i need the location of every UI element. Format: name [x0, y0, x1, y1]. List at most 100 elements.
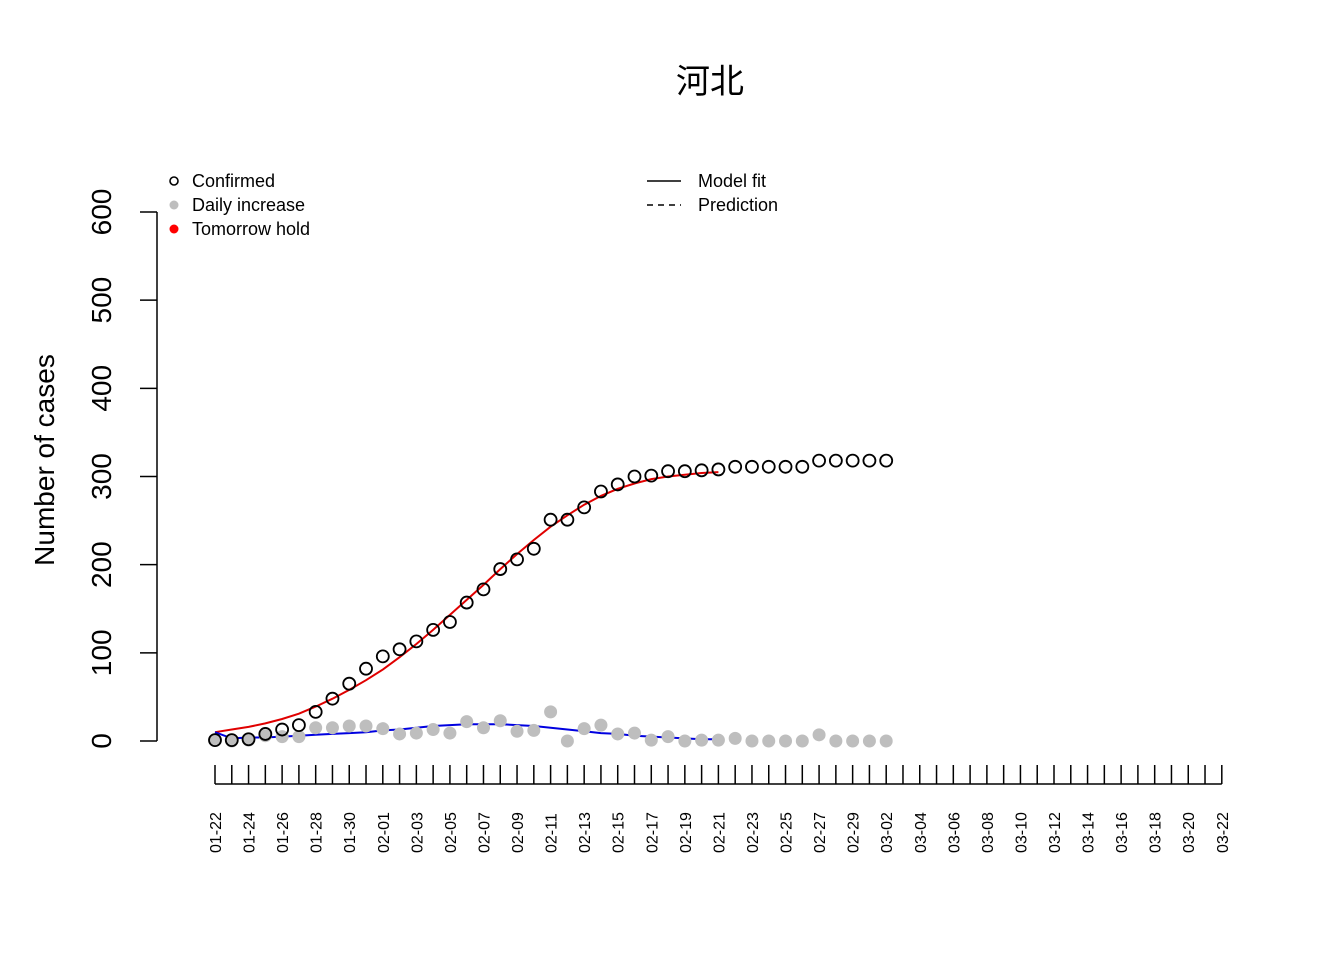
confirmed-point: [627, 469, 642, 484]
confirmed-point: [711, 462, 726, 477]
daily-increase-points: [208, 705, 893, 748]
y-axis: 0 100 200 300 400 500 600: [86, 189, 158, 749]
x-tick-label: 01-26: [275, 812, 292, 853]
daily-increase-point: [560, 734, 574, 748]
x-tick-label: 02-19: [678, 812, 695, 853]
y-tick-label: 500: [86, 277, 117, 324]
confirmed-point: [577, 500, 592, 515]
x-tick-label: 02-25: [779, 812, 796, 853]
y-axis-label: Number of cases: [29, 354, 60, 566]
confirmed-point: [409, 634, 424, 649]
x-tick-label: 03-22: [1215, 812, 1232, 853]
daily-increase-point: [275, 730, 289, 744]
confirmed-point: [728, 459, 743, 474]
daily-increase-point: [611, 727, 625, 741]
x-tick-label: 03-02: [879, 812, 896, 853]
daily-increase-point: [510, 724, 524, 738]
x-tick-label: 03-10: [1013, 812, 1030, 853]
confirmed-point: [224, 733, 239, 748]
daily-increase-point: [409, 726, 423, 740]
confirmed-point: [594, 484, 608, 499]
daily-increase-point: [544, 705, 558, 719]
daily-increase-point: [594, 718, 608, 732]
x-tick-label: 02-05: [443, 812, 460, 853]
x-axis: 01-22 01-24 01-26 01-28 01-30 02-01 02-03 02-05…: [208, 765, 1232, 853]
x-tick-label: 02-23: [745, 812, 762, 853]
confirmed-point: [208, 733, 222, 748]
x-tick-label: 01-22: [208, 812, 225, 853]
x-tick-label: 02-11: [544, 813, 561, 853]
confirmed-point: [560, 512, 575, 527]
legend-marker: [169, 176, 179, 186]
daily-increase-point: [695, 733, 709, 747]
confirmed-points: [208, 453, 894, 748]
x-tick-label: 02-17: [644, 812, 661, 853]
x-tick-label: 02-03: [409, 812, 426, 853]
x-tick-label: 02-13: [577, 812, 594, 853]
confirmed-point: [493, 562, 508, 576]
confirmed-point: [694, 463, 709, 478]
confirmed-point: [308, 705, 323, 719]
daily-increase-point: [426, 723, 440, 737]
legend-entry-label: Tomorrow hold: [192, 219, 310, 239]
daily-increase-point: [325, 721, 339, 735]
y-tick-label: 400: [86, 365, 117, 412]
confirmed-point: [359, 661, 373, 676]
chart-title: 河北: [676, 62, 744, 102]
daily-increase-point: [879, 734, 893, 748]
confirmed-point: [677, 464, 692, 479]
x-tick-label: 03-08: [980, 812, 997, 853]
x-tick-label: 03-18: [1148, 812, 1165, 853]
legend-marker: [169, 200, 179, 210]
daily-increase-point: [476, 721, 490, 735]
confirmed-point: [828, 453, 843, 468]
confirmed-point: [325, 691, 340, 706]
confirmed-point: [661, 464, 675, 479]
confirmed-point: [426, 623, 441, 637]
confirmed-point: [476, 582, 491, 597]
confirmed-point: [258, 727, 273, 741]
daily-increase-point: [846, 734, 860, 748]
confirmed-point: [610, 477, 625, 492]
y-tick-label: 100: [86, 629, 117, 676]
daily-increase-point: [795, 734, 809, 748]
y-tick-label: 300: [86, 453, 117, 500]
legend-marker: [169, 224, 179, 234]
confirmed-point: [443, 615, 457, 629]
daily-increase-point: [779, 734, 793, 748]
daily-increase-point: [443, 726, 457, 740]
daily-increase-point: [829, 734, 843, 748]
daily-increase-point: [292, 730, 306, 744]
confirmed-point: [275, 722, 290, 737]
confirmed-point: [375, 649, 390, 664]
daily-increase-point: [711, 733, 725, 747]
y-tick-label: 600: [86, 189, 117, 236]
x-tick-label: 02-01: [376, 812, 393, 853]
daily-increase-point: [527, 723, 541, 737]
confirmed-point: [241, 732, 256, 747]
x-tick-label: 02-15: [611, 812, 628, 853]
fit-lines: [214, 471, 719, 741]
y-tick-label: 0: [86, 733, 117, 749]
x-tick-label: 03-16: [1114, 812, 1131, 853]
legend-markers: Confirmed Daily increase Tomorrow hold: [169, 171, 310, 239]
x-tick-label: 02-29: [846, 812, 863, 853]
y-tick-label: 200: [86, 541, 117, 588]
x-tick-label: 03-12: [1047, 812, 1064, 853]
legend-entry-label: Model fit: [698, 171, 766, 191]
daily-increase-point: [577, 722, 591, 736]
legend-entry-label: Confirmed: [192, 171, 275, 191]
confirmed-point: [761, 459, 776, 474]
confirmed-point: [862, 453, 877, 468]
legend-entry-label: Daily increase: [192, 195, 305, 215]
legend-entry-label: Prediction: [698, 195, 778, 215]
confirmed-point: [291, 718, 306, 733]
x-tick-label: 01-28: [309, 812, 326, 853]
x-tick-label: 01-24: [242, 812, 259, 853]
daily-increase-point: [460, 715, 474, 729]
daily-increase-point: [393, 727, 407, 741]
confirmed-point: [510, 552, 524, 567]
daily-increase-point: [728, 731, 742, 745]
confirmed-point: [644, 468, 659, 483]
